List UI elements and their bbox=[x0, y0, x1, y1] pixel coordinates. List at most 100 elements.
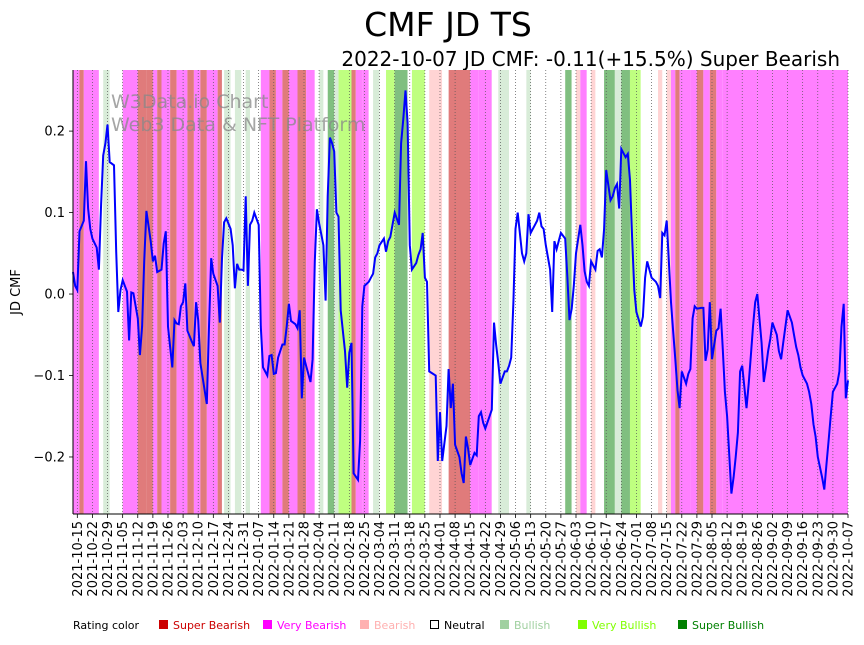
rating-band-neutral bbox=[586, 70, 592, 514]
x-tick-label: 2021-10-22 bbox=[86, 521, 101, 597]
rating-band-neutral bbox=[379, 70, 387, 514]
x-tick-label: 2022-04-08 bbox=[449, 521, 464, 597]
legend-swatch bbox=[678, 620, 687, 629]
rating-band-very_bearish bbox=[772, 70, 848, 514]
y-tick-label: −0.1 bbox=[33, 369, 65, 384]
rating-band-very_bearish bbox=[260, 70, 270, 514]
rating-band-very_bearish bbox=[716, 70, 723, 514]
rating-band-very_bearish bbox=[275, 70, 283, 514]
rating-band-super_bearish bbox=[187, 70, 194, 514]
x-tick-label: 2022-08-19 bbox=[736, 521, 751, 597]
rating-band-bullish bbox=[526, 70, 531, 514]
x-tick-label: 2022-01-07 bbox=[252, 521, 267, 597]
rating-band-very_bearish bbox=[176, 70, 188, 514]
week-gridlines bbox=[76, 70, 849, 514]
rating-band-neutral bbox=[662, 70, 667, 514]
legend-item: Very Bearish bbox=[263, 619, 346, 632]
rating-band-bullish bbox=[245, 70, 251, 514]
x-tick-label: 2022-06-24 bbox=[615, 521, 630, 597]
x-tick-label: 2021-12-24 bbox=[222, 521, 237, 597]
rating-band-bullish bbox=[334, 70, 339, 514]
rating-band-bullish bbox=[319, 70, 324, 514]
x-tick-label: 2022-07-08 bbox=[645, 521, 660, 597]
rating-band-super_bullish bbox=[327, 70, 335, 514]
legend-label: Neutral bbox=[444, 619, 485, 632]
x-tick-label: 2021-12-17 bbox=[207, 521, 222, 597]
legend-label: Super Bullish bbox=[692, 619, 764, 632]
rating-band-super_bearish bbox=[200, 70, 207, 514]
rating-band-very_bearish bbox=[206, 70, 218, 514]
rating-band-very_bearish bbox=[73, 70, 80, 514]
x-tick-label: 2022-05-20 bbox=[539, 521, 554, 597]
rating-band-very_bearish bbox=[679, 70, 691, 514]
rating-band-very_bullish bbox=[386, 70, 395, 514]
rating-band-bearish bbox=[591, 70, 596, 514]
legend-label: Bearish bbox=[374, 619, 415, 632]
legend-item: Super Bearish bbox=[159, 619, 250, 632]
rating-band-bearish bbox=[429, 70, 443, 514]
series-line-cmf bbox=[72, 90, 849, 494]
rating-band-neutral bbox=[595, 70, 605, 514]
rating-band-bearish bbox=[575, 70, 581, 514]
legend-item: Bullish bbox=[500, 619, 550, 632]
x-tick-label: 2021-10-15 bbox=[71, 521, 86, 597]
rating-band-very_bearish bbox=[670, 70, 676, 514]
y-tick-label: 0.1 bbox=[44, 206, 65, 221]
rating-band-neutral bbox=[98, 70, 104, 514]
legend-swatch bbox=[263, 620, 272, 629]
legend-label: Very Bearish bbox=[277, 619, 346, 632]
rating-band-neutral bbox=[109, 70, 123, 514]
x-tick-label: 2021-11-19 bbox=[146, 521, 161, 597]
x-tick-label: 2022-01-28 bbox=[297, 521, 312, 597]
x-tick-label: 2022-09-09 bbox=[781, 521, 796, 597]
legend-swatch bbox=[360, 620, 369, 629]
x-tick-label: 2022-03-25 bbox=[418, 521, 433, 597]
rating-band-very_bearish bbox=[306, 70, 315, 514]
rating-band-very_bearish bbox=[83, 70, 99, 514]
rating-band-neutral bbox=[530, 70, 538, 514]
rating-band-neutral bbox=[314, 70, 320, 514]
legend-item: Super Bullish bbox=[678, 619, 764, 632]
legend-item: Very Bullish bbox=[578, 619, 656, 632]
x-tick-label: 2022-04-15 bbox=[464, 521, 479, 597]
x-tick-label: 2022-05-13 bbox=[524, 521, 539, 597]
x-tick-label: 2022-02-11 bbox=[328, 521, 343, 597]
legend: Rating color Super Bearish Very Bearish Bea… bbox=[73, 619, 764, 632]
legend-item: Bearish bbox=[360, 619, 415, 632]
rating-band-bullish bbox=[103, 70, 110, 514]
rating-band-neutral bbox=[640, 70, 659, 514]
x-tick-label: 2022-09-23 bbox=[811, 521, 826, 597]
rating-bands bbox=[73, 70, 848, 514]
rating-band-neutral bbox=[491, 70, 499, 514]
x-tick-label: 2022-09-30 bbox=[826, 521, 841, 597]
legend-item: Neutral bbox=[430, 619, 485, 632]
x-tick-label: 2022-02-18 bbox=[343, 521, 358, 597]
x-tick-label: 2022-07-01 bbox=[630, 521, 645, 597]
rating-band-very_bearish bbox=[152, 70, 158, 514]
chart-title: CMF JD TS bbox=[364, 5, 532, 44]
rating-band-very_bullish bbox=[338, 70, 346, 514]
x-tick-label: 2021-10-29 bbox=[101, 521, 116, 597]
watermark-line-1: W3Data.io Chart bbox=[111, 91, 268, 113]
y-tick-label: 0.2 bbox=[44, 125, 65, 140]
rating-band-super_bearish bbox=[709, 70, 717, 514]
rating-band-bearish bbox=[666, 70, 671, 514]
rating-band-very_bearish bbox=[470, 70, 479, 514]
rating-band-super_bearish bbox=[269, 70, 276, 514]
rating-band-very_bearish bbox=[193, 70, 201, 514]
rating-band-bullish bbox=[498, 70, 510, 514]
rating-band-very_bearish bbox=[757, 70, 773, 514]
rating-band-very_bearish bbox=[580, 70, 587, 514]
x-tick-label: 2022-06-17 bbox=[600, 521, 615, 597]
rating-band-neutral bbox=[368, 70, 374, 514]
rating-band-bullish bbox=[373, 70, 380, 514]
rating-band-bullish bbox=[614, 70, 622, 514]
rating-band-very_bearish bbox=[703, 70, 710, 514]
rating-band-very_bullish bbox=[345, 70, 352, 514]
rating-band-very_bearish bbox=[362, 70, 369, 514]
rating-band-very_bearish bbox=[161, 70, 171, 514]
x-tick-label: 2021-12-31 bbox=[237, 521, 252, 597]
rating-band-bullish bbox=[224, 70, 231, 514]
rating-band-neutral bbox=[250, 70, 261, 514]
